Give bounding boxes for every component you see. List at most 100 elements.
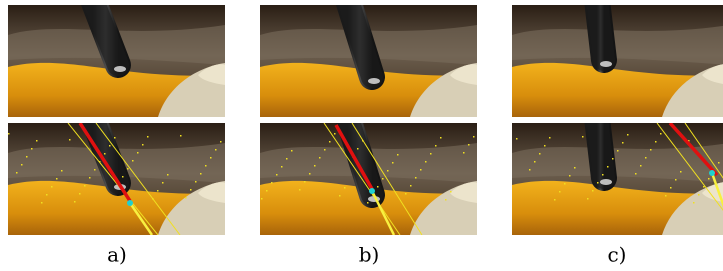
- feature-point: [84, 185, 86, 187]
- feature-point: [559, 191, 561, 193]
- feature-point: [450, 191, 452, 193]
- feature-point: [147, 136, 149, 138]
- panel-label: b): [359, 243, 380, 267]
- feature-point: [425, 161, 427, 163]
- feature-point: [592, 190, 594, 192]
- feature-point: [445, 199, 447, 201]
- feature-point: [516, 138, 518, 140]
- feature-point: [152, 198, 154, 200]
- feature-point: [435, 145, 437, 147]
- feature-point: [185, 197, 187, 199]
- feature-point: [21, 164, 23, 166]
- feature-point: [132, 160, 134, 162]
- feature-point: [79, 193, 81, 195]
- feature-point: [26, 156, 28, 158]
- feature-point: [109, 145, 111, 147]
- feature-point: [473, 136, 475, 138]
- feature-point: [660, 133, 662, 135]
- feature-point: [8, 133, 10, 135]
- highlight: [600, 179, 612, 185]
- feature-point: [640, 165, 642, 167]
- feature-point: [362, 140, 364, 142]
- feature-point: [334, 133, 336, 135]
- feature-point: [205, 165, 207, 167]
- feature-point: [468, 144, 470, 146]
- feature-point: [31, 148, 33, 150]
- panel-label: a): [107, 243, 127, 267]
- feature-point: [127, 168, 129, 170]
- feature-point: [607, 166, 609, 168]
- feature-point: [539, 153, 541, 155]
- photo: [260, 118, 477, 235]
- feature-point: [162, 182, 164, 184]
- instrument: [597, 0, 604, 60]
- figure: a) b) c): [0, 0, 723, 271]
- feature-point: [16, 172, 18, 174]
- feature-point: [582, 136, 584, 138]
- feature-point: [304, 181, 306, 183]
- feature-point: [675, 179, 677, 181]
- feature-point: [645, 157, 647, 159]
- feature-point: [415, 177, 417, 179]
- feature-point: [61, 170, 63, 172]
- feature-point: [372, 194, 374, 196]
- feature-point: [430, 153, 432, 155]
- feature-point: [670, 187, 672, 189]
- feature-point: [114, 137, 116, 139]
- feature-point: [529, 169, 531, 171]
- feature-point: [122, 176, 124, 178]
- feature-point: [680, 171, 682, 173]
- feature-point: [51, 186, 53, 188]
- feature-point: [56, 178, 58, 180]
- highlight: [114, 66, 126, 72]
- feature-point: [387, 170, 389, 172]
- feature-point: [405, 193, 407, 195]
- feature-point: [190, 189, 192, 191]
- page: a) b) c) (() => { const data = JSON.pars…: [0, 0, 723, 271]
- instrument: [597, 118, 604, 178]
- feature-point: [137, 152, 139, 154]
- feature-point: [554, 199, 556, 201]
- feature-point: [266, 190, 268, 192]
- feature-point: [622, 142, 624, 144]
- feature-point: [94, 169, 96, 171]
- feature-point: [635, 173, 637, 175]
- feature-point: [665, 195, 667, 197]
- feature-point: [708, 178, 710, 180]
- feature-point: [597, 182, 599, 184]
- tip-point: [709, 170, 715, 176]
- feature-point: [36, 140, 38, 142]
- feature-point: [291, 150, 293, 152]
- feature-point: [276, 174, 278, 176]
- feature-point: [157, 190, 159, 192]
- feature-point: [89, 177, 91, 179]
- feature-point: [69, 139, 71, 141]
- feature-point: [220, 141, 222, 143]
- panel-label: c): [607, 243, 626, 267]
- feature-point: [210, 157, 212, 159]
- feature-point: [41, 202, 43, 204]
- feature-point: [286, 158, 288, 160]
- feature-point: [549, 137, 551, 139]
- feature-point: [698, 194, 700, 196]
- feature-point: [215, 149, 217, 151]
- feature-point: [397, 154, 399, 156]
- feature-point: [104, 153, 106, 155]
- feature-point: [99, 161, 101, 163]
- highlight: [600, 61, 612, 67]
- feature-point: [142, 144, 144, 146]
- feature-point: [569, 175, 571, 177]
- photo: [8, 118, 225, 235]
- feature-point: [344, 187, 346, 189]
- feature-point: [650, 149, 652, 151]
- feature-point: [329, 141, 331, 143]
- feature-point: [410, 185, 412, 187]
- feature-point: [357, 148, 359, 150]
- feature-point: [534, 161, 536, 163]
- feature-point: [195, 181, 197, 183]
- feature-point: [367, 202, 369, 204]
- feature-point: [617, 150, 619, 152]
- feature-point: [319, 157, 321, 159]
- feature-point: [627, 134, 629, 136]
- feature-point: [602, 174, 604, 176]
